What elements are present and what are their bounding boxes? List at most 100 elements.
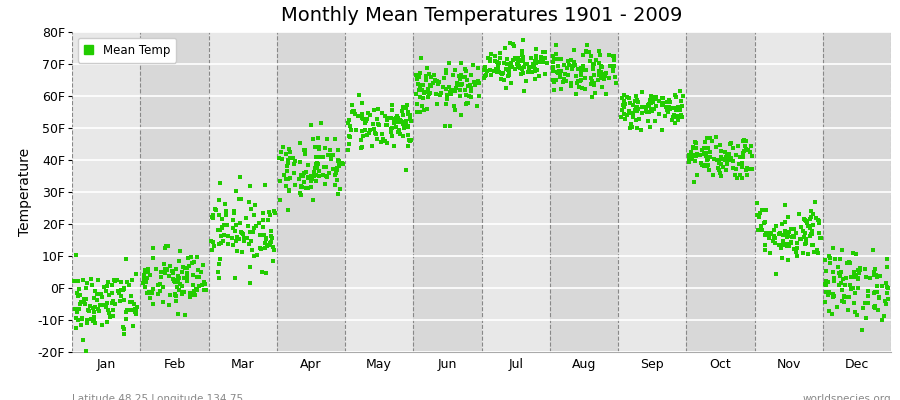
Point: [488, 58, 502, 65]
Point: [281, 206, 295, 213]
Point: [330, 146, 345, 153]
Point: [495, 71, 509, 78]
Point: [101, 279, 115, 285]
Point: [403, 136, 418, 143]
Point: [666, 114, 680, 120]
Point: [627, 98, 642, 104]
Point: [558, 78, 572, 85]
Point: [306, 197, 320, 204]
Point: [156, 299, 170, 306]
Point: [576, 66, 590, 73]
Point: [322, 146, 337, 153]
Point: [751, 227, 765, 234]
Point: [417, 89, 431, 96]
Point: [128, 306, 142, 312]
Point: [505, 64, 519, 70]
Point: [86, 318, 100, 324]
Point: [729, 166, 743, 172]
Point: [213, 180, 228, 186]
Point: [215, 216, 230, 222]
Point: [413, 83, 428, 90]
Point: [180, 274, 194, 281]
Point: [137, 274, 151, 281]
Point: [103, 314, 117, 320]
Point: [370, 116, 384, 122]
Point: [804, 231, 818, 238]
Point: [220, 208, 234, 214]
Point: [714, 154, 728, 160]
Point: [667, 112, 681, 118]
Point: [674, 111, 688, 118]
Point: [502, 68, 517, 74]
Point: [879, 301, 894, 308]
Point: [125, 277, 140, 283]
Point: [516, 37, 530, 43]
Point: [247, 225, 261, 231]
Point: [443, 123, 457, 130]
Point: [437, 123, 452, 130]
Point: [183, 294, 197, 300]
Point: [69, 290, 84, 296]
Point: [607, 67, 621, 74]
Point: [77, 301, 92, 308]
Point: [697, 151, 711, 157]
Point: [169, 293, 184, 299]
Point: [644, 93, 658, 100]
Point: [472, 93, 486, 99]
Point: [842, 307, 856, 313]
Point: [719, 154, 733, 160]
Point: [191, 267, 205, 274]
Point: [439, 86, 454, 92]
Point: [186, 258, 201, 265]
Point: [643, 109, 657, 115]
Point: [358, 119, 373, 126]
Point: [197, 286, 211, 293]
Point: [534, 55, 548, 62]
Point: [355, 100, 369, 106]
Point: [863, 275, 878, 282]
Point: [597, 75, 611, 81]
Point: [860, 315, 874, 321]
Point: [355, 115, 369, 122]
Point: [235, 230, 249, 236]
Point: [439, 69, 454, 76]
Point: [798, 240, 813, 246]
Point: [484, 72, 499, 78]
Point: [550, 69, 564, 75]
Point: [245, 246, 259, 253]
Point: [626, 102, 641, 109]
Point: [154, 269, 168, 275]
Point: [623, 125, 637, 131]
Point: [628, 107, 643, 113]
Point: [459, 92, 473, 98]
Point: [648, 94, 662, 100]
Point: [575, 84, 590, 91]
Point: [366, 126, 381, 133]
Point: [410, 101, 425, 108]
Point: [281, 176, 295, 182]
Point: [775, 255, 789, 261]
Point: [502, 72, 517, 78]
Point: [822, 289, 836, 295]
Point: [630, 104, 644, 110]
Point: [729, 152, 743, 159]
Point: [426, 80, 440, 86]
Point: [522, 69, 536, 75]
Point: [776, 232, 790, 238]
Point: [738, 146, 752, 152]
Point: [879, 280, 894, 286]
Point: [718, 157, 733, 164]
Point: [796, 234, 811, 240]
Point: [387, 119, 401, 125]
Point: [869, 274, 884, 280]
Point: [180, 274, 194, 280]
Point: [779, 241, 794, 248]
Point: [153, 281, 167, 287]
Point: [880, 290, 895, 296]
Point: [879, 256, 894, 262]
Point: [171, 278, 185, 285]
Point: [158, 266, 173, 272]
Point: [156, 284, 170, 290]
Point: [293, 159, 308, 165]
Point: [463, 93, 477, 100]
